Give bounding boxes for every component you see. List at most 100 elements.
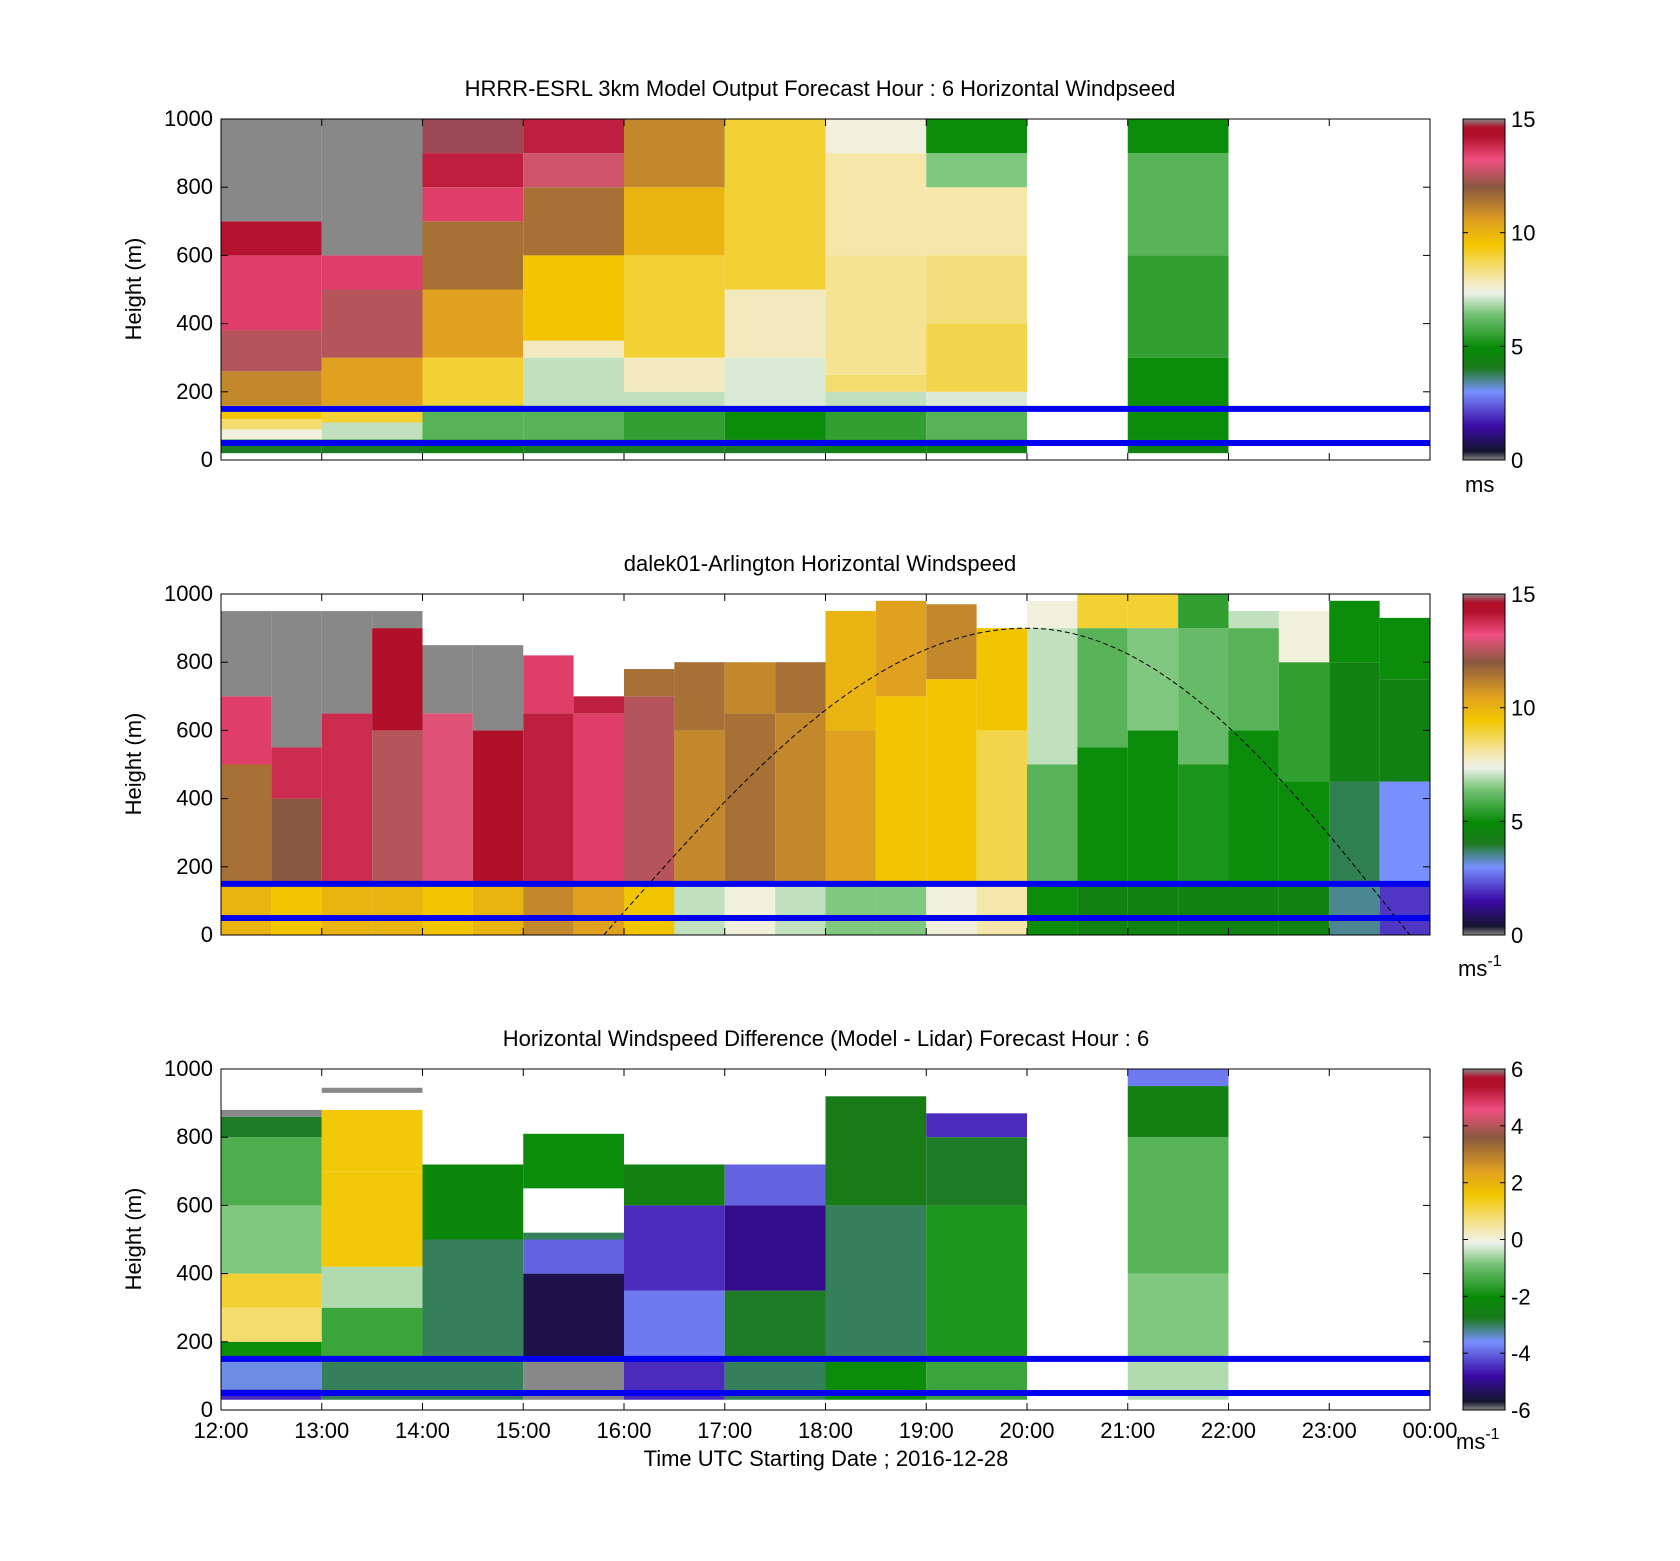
colorbar-tick-label: -4 <box>1511 1341 1531 1366</box>
colorbar-tick-label: 4 <box>1511 1114 1523 1139</box>
panel-lidar-colorbar-ticks: 0 5 10 15 <box>1463 582 1535 948</box>
colorbar-tick-label: 0 <box>1511 448 1523 473</box>
colorbar-tick-label: 6 <box>1511 1057 1523 1082</box>
heatmap-cell-0-2 <box>221 419 322 430</box>
heatmap-cell-22-0 <box>1329 883 1380 935</box>
y-tick-label: 600 <box>176 242 213 267</box>
panel-difference-colorbar <box>1462 1068 1506 1411</box>
panel-difference-yticks: 0 200 400 600 800 1000 <box>164 1056 1430 1422</box>
heatmap-cell-12-0 <box>825 883 876 935</box>
heatmap-cell-5-0 <box>472 883 524 935</box>
heatmap-cell-1-1 <box>321 1307 423 1359</box>
heatmap-cell-0-7 <box>221 1116 322 1138</box>
panel-model-ylabel: Height (m) <box>121 238 146 341</box>
heatmap-cell-22-2 <box>1329 662 1380 782</box>
heatmap-cell-20-0 <box>1228 883 1279 935</box>
panel-model: HRRR-ESRL 3km Model Output Forecast Hour… <box>121 76 1535 497</box>
heatmap-cell-11-0 <box>775 883 826 935</box>
heatmap-cell-2-4 <box>422 221 524 290</box>
panel-lidar-xticks <box>220 594 1431 935</box>
heatmap-cell-7-7 <box>926 119 1027 154</box>
heatmap-cell-23-3 <box>1379 617 1430 680</box>
heatmap-cell-0-1 <box>221 1358 322 1390</box>
panel-difference-title: Horizontal Windspeed Difference (Model -… <box>503 1026 1149 1051</box>
heatmap-cell-4-0 <box>422 883 473 935</box>
heatmap-cell-0-6 <box>221 255 322 331</box>
colorbar-tick-label: 0 <box>1511 1228 1523 1253</box>
heatmap-cell-6-1 <box>825 1205 927 1359</box>
heatmap-cell-2-6 <box>422 153 524 188</box>
heatmap-cell-7-3 <box>926 1113 1027 1138</box>
heatmap-cell-21-2 <box>1278 662 1330 782</box>
heatmap-cell-9-2 <box>674 662 725 731</box>
heatmap-cell-21-3 <box>1278 611 1330 663</box>
heatmap-cell-13-0 <box>875 883 927 935</box>
heatmap-cell-5-4 <box>724 119 826 290</box>
panel-model-xticks <box>220 119 1431 460</box>
y-tick-label: 200 <box>176 1329 213 1354</box>
panel-difference-cells <box>221 1069 1229 1400</box>
heatmap-cell-4-1 <box>422 713 473 884</box>
heatmap-cell-16-1 <box>1027 764 1078 884</box>
panel-model-colorbar <box>1462 118 1506 461</box>
heatmap-cell-19-0 <box>1178 883 1229 935</box>
panel-lidar-colorbar-unit: ms-1 <box>1458 953 1502 981</box>
heatmap-cell-2-5 <box>422 187 524 222</box>
x-tick-label: 23:00 <box>1302 1418 1357 1443</box>
heatmap-cell-20-1 <box>1228 730 1279 884</box>
heatmap-cell-6-5 <box>825 153 927 256</box>
heatmap-cell-19-3 <box>1178 594 1229 629</box>
heatmap-cell-4-2 <box>624 391 725 409</box>
heatmap-cell-10-1 <box>724 713 776 884</box>
heatmap-cell-1-4 <box>321 1109 423 1172</box>
heatmap-cell-0-5 <box>221 1205 322 1274</box>
heatmap-cell-15-2 <box>976 628 1027 731</box>
y-tick-label: 400 <box>176 786 213 811</box>
heatmap-cell-7-6 <box>926 153 1027 188</box>
x-tick-label: 16:00 <box>596 1418 651 1443</box>
y-tick-label: 800 <box>176 1124 213 1149</box>
y-tick-label: 0 <box>201 922 213 947</box>
heatmap-cell-0-5 <box>221 330 322 372</box>
x-tick-label: 17:00 <box>697 1418 752 1443</box>
heatmap-cell-6-2 <box>825 391 927 409</box>
heatmap-cell-1-3 <box>321 357 423 406</box>
heatmap-cell-3-1 <box>523 408 624 440</box>
heatmap-cell-8-4 <box>1127 119 1229 154</box>
heatmap-cell-11-1 <box>775 713 826 884</box>
heatmap-cell-8-2 <box>1127 1137 1229 1274</box>
heatmap-cell-0-4 <box>221 371 322 406</box>
colorbar-tick-label: 15 <box>1511 107 1535 132</box>
heatmap-cell-4-1 <box>624 408 725 440</box>
heatmap-cell-0-1 <box>221 429 322 440</box>
heatmap-cell-2-0 <box>321 883 373 935</box>
panel-difference-ylabel: Height (m) <box>121 1188 146 1291</box>
heatmap-cell-4-3 <box>624 1164 725 1206</box>
heatmap-cell-2-1 <box>422 1239 524 1359</box>
y-tick-label: 400 <box>176 1261 213 1286</box>
heatmap-cell-0-6 <box>221 1137 322 1206</box>
colorbar-tick-label: 10 <box>1511 696 1535 721</box>
heatmap-cell-0-2 <box>221 1341 322 1359</box>
heatmap-cell-0-7 <box>221 221 322 256</box>
heatmap-cell-5-2 <box>724 1205 826 1291</box>
heatmap-cell-1-0 <box>271 883 322 935</box>
heatmap-cell-4-2 <box>422 645 473 714</box>
heatmap-cell-1-1 <box>271 798 322 884</box>
panel-lidar-dashed-arc <box>603 627 1411 936</box>
x-tick-label: 15:00 <box>496 1418 551 1443</box>
heatmap-cell-17-0 <box>1077 883 1128 935</box>
heatmap-cell-0-3 <box>221 1307 322 1342</box>
colorbar-tick-label: 0 <box>1511 923 1523 948</box>
panel-difference: Horizontal Windspeed Difference (Model -… <box>121 1026 1531 1454</box>
heatmap-cell-3-4 <box>523 255 624 341</box>
heatmap-cell-8-2 <box>1127 255 1229 358</box>
heatmap-cell-8-2 <box>624 669 675 697</box>
panel-lidar-cells <box>221 594 1430 935</box>
x-axis-label: Time UTC Starting Date ; 2016-12-28 <box>644 1446 1009 1471</box>
x-tick-label: 12:00 <box>193 1418 248 1443</box>
colorbar-tick-label: -2 <box>1511 1284 1531 1309</box>
heatmap-cell-19-2 <box>1178 628 1229 765</box>
heatmap-cell-16-3 <box>1027 600 1078 629</box>
